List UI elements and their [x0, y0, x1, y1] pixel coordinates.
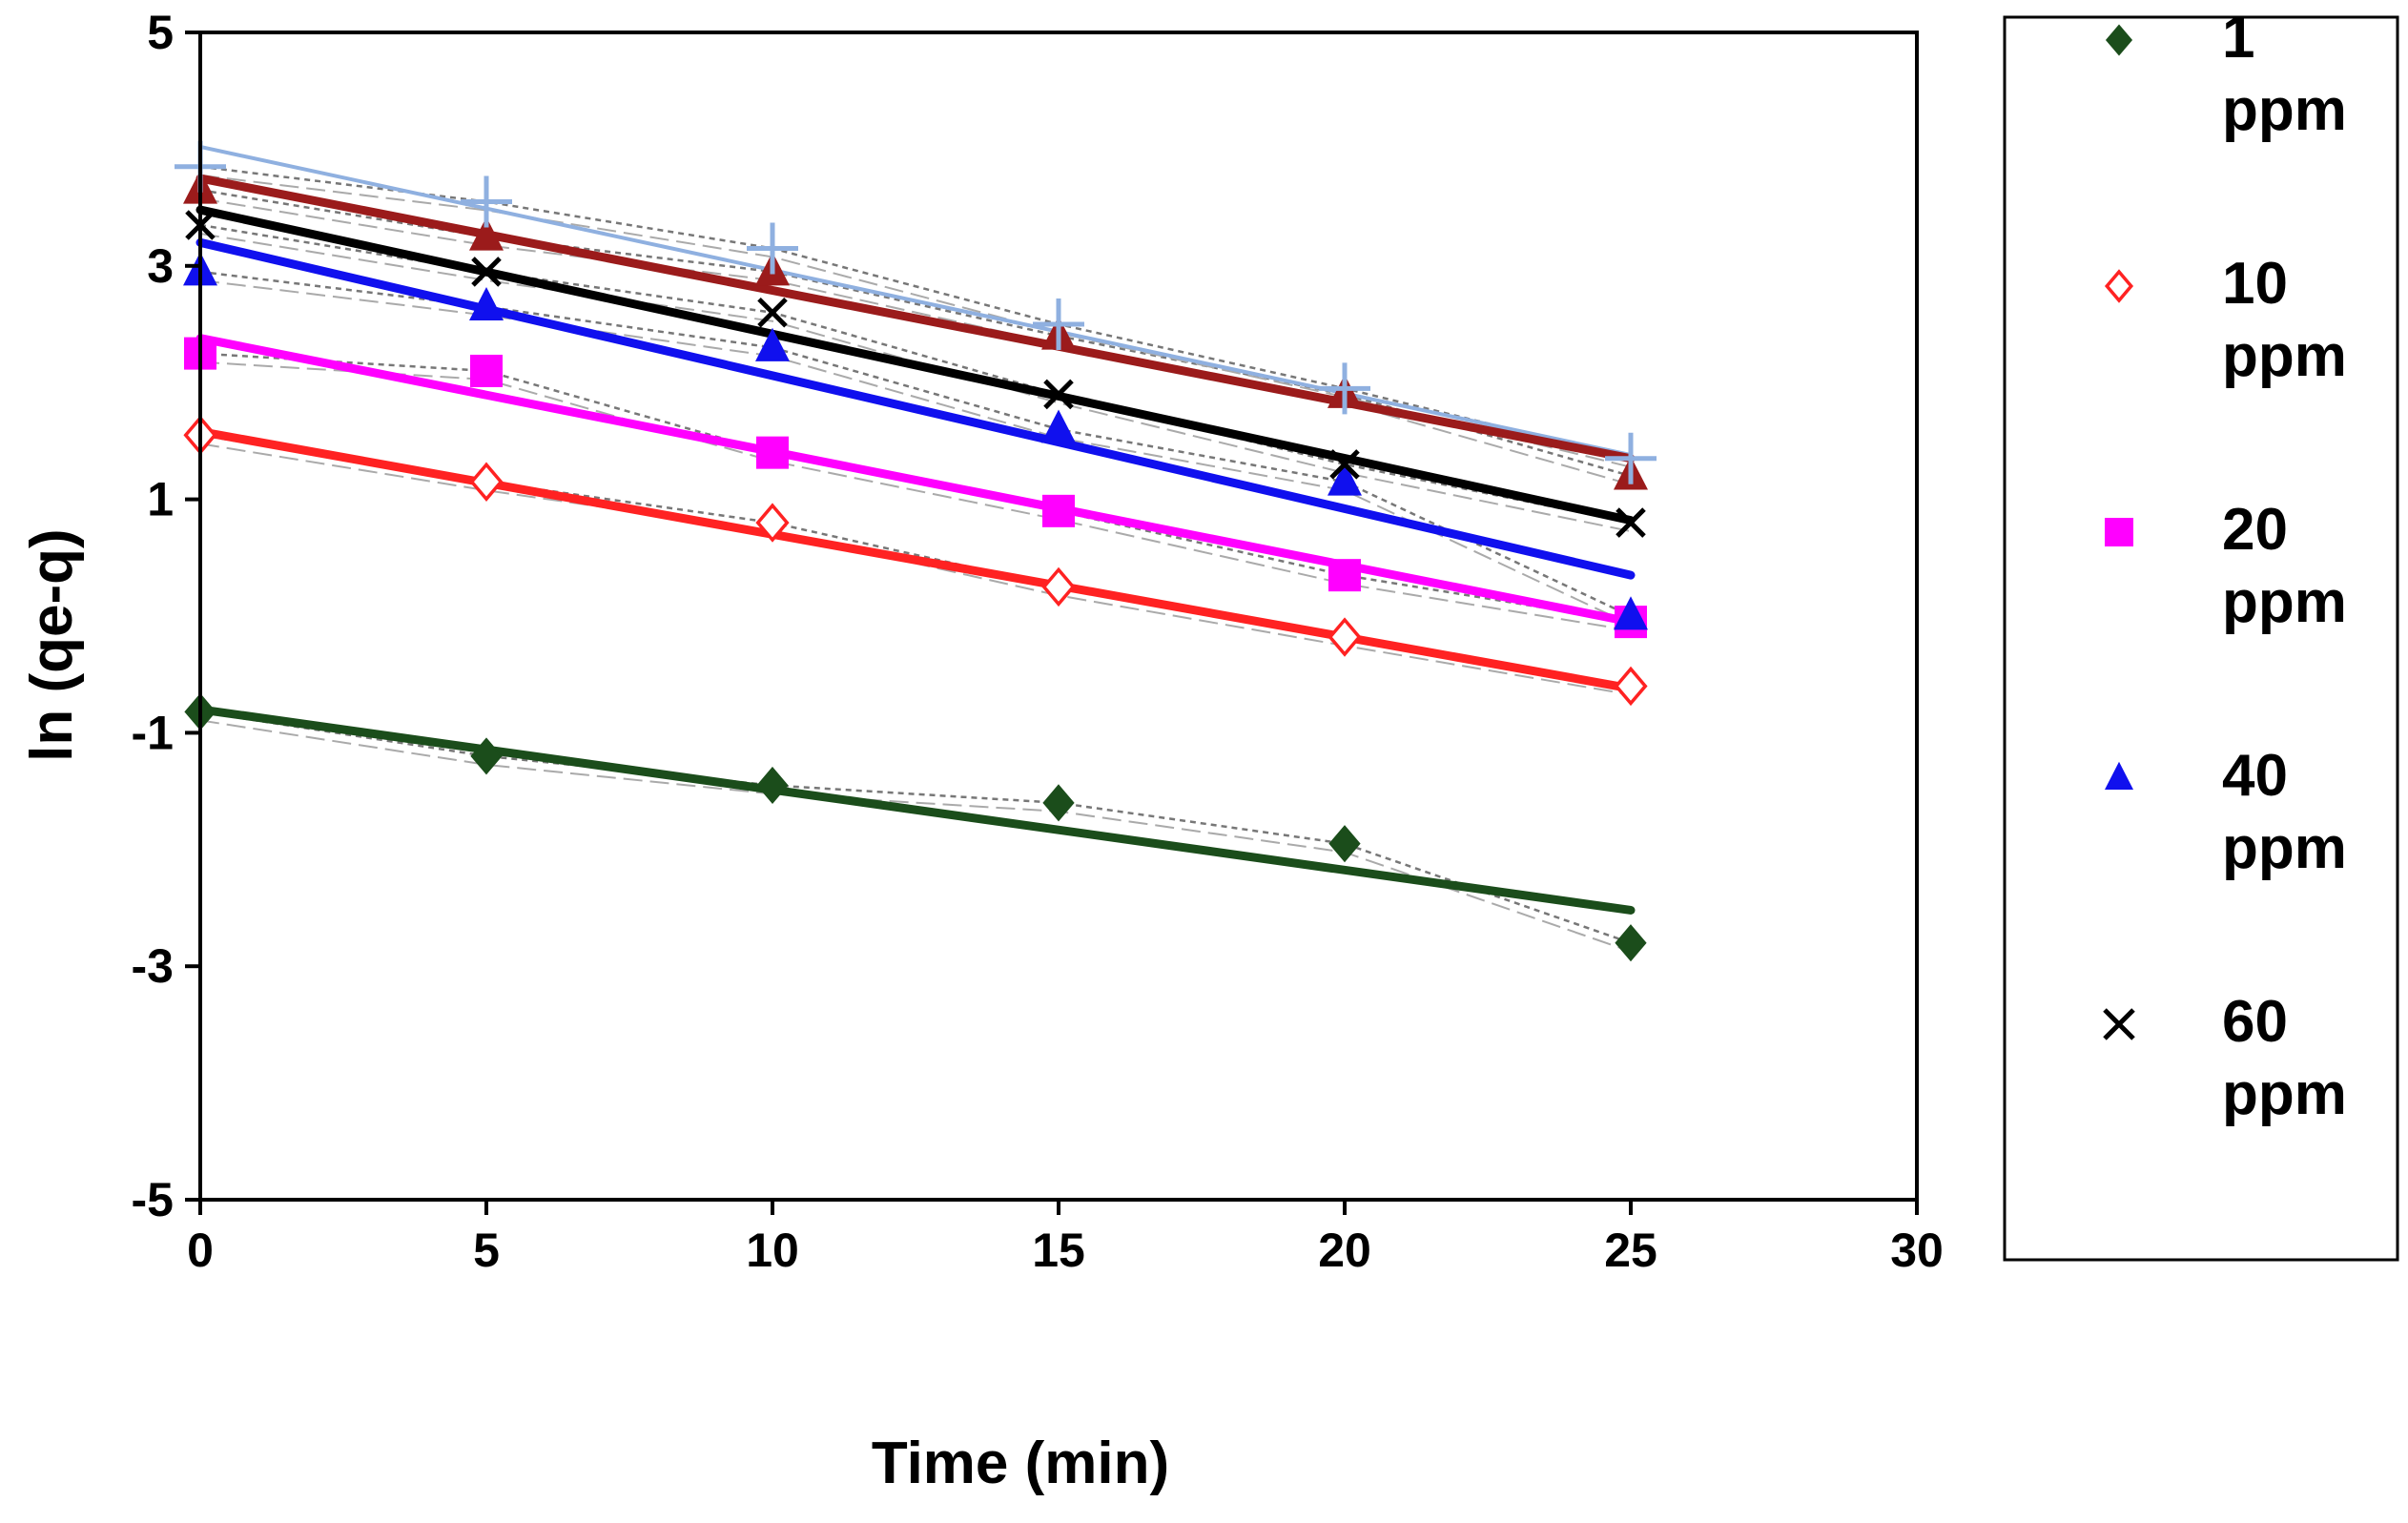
x-tick-label: 25	[1604, 1224, 1657, 1277]
legend-label-40-ppm: 40	[2222, 743, 2288, 809]
x-tick-label: 0	[187, 1224, 214, 1277]
data-point-80-ppm	[469, 216, 504, 251]
dashed-connector-alt-80-ppm	[199, 197, 1632, 486]
legend-marker-10-ppm	[2104, 269, 2134, 303]
y-tick-label: 1	[147, 473, 174, 526]
data-point-40-ppm	[1614, 596, 1648, 630]
legend-label-1-ppm: ppm	[2222, 77, 2347, 143]
data-point-100-ppm	[1033, 298, 1084, 350]
data-point-20-ppm	[1328, 559, 1361, 592]
data-point-60-ppm	[471, 257, 502, 287]
data-point-1-ppm	[756, 766, 789, 805]
data-point-100-ppm	[461, 175, 512, 228]
legend-marker-60-ppm	[2103, 1008, 2135, 1040]
trendline-60-ppm	[196, 205, 1636, 525]
data-point-40-ppm	[1327, 462, 1362, 496]
legend-label-10-ppm: ppm	[2222, 323, 2347, 389]
data-point-100-ppm	[1319, 362, 1370, 415]
data-point-10-ppm	[1614, 666, 1648, 707]
data-point-1-ppm	[470, 737, 503, 775]
legend-label-20-ppm: 20	[2222, 497, 2288, 563]
trendline-10-ppm	[196, 427, 1636, 693]
y-tick-label: -3	[132, 939, 174, 993]
legend-marker-1-ppm	[2105, 24, 2133, 56]
trendline-100-ppm	[198, 144, 1633, 458]
data-point-10-ppm	[469, 462, 504, 502]
data-point-60-ppm	[757, 297, 788, 328]
trendlines	[196, 144, 1636, 915]
y-tick-label: -1	[132, 706, 174, 759]
legend-label-60-ppm: ppm	[2222, 1061, 2347, 1127]
data-point-60-ppm	[1043, 379, 1074, 410]
legend-label-20-ppm: ppm	[2222, 569, 2347, 635]
x-tick-label: 5	[473, 1224, 500, 1277]
y-tick-label: 3	[147, 239, 174, 293]
data-point-60-ppm	[1616, 507, 1646, 538]
data-point-40-ppm	[755, 327, 790, 361]
trendline-1-ppm	[196, 705, 1636, 915]
data-point-20-ppm	[756, 436, 789, 469]
x-tick-label: 10	[746, 1224, 799, 1277]
data-point-1-ppm	[1328, 825, 1361, 863]
data-point-100-ppm	[747, 222, 798, 275]
dashed-connector-100-ppm	[199, 165, 1632, 460]
legend-label-60-ppm: 60	[2222, 989, 2288, 1055]
dashed-connector-alt-40-ppm	[199, 278, 1632, 626]
data-point-10-ppm	[1041, 566, 1076, 607]
trendline-80-ppm	[196, 174, 1636, 463]
y-axis-title: ln (qe-q)	[19, 528, 85, 762]
x-tick-label: 20	[1318, 1224, 1371, 1277]
trendline-40-ppm	[196, 237, 1636, 580]
x-axis-title: Time (min)	[872, 1430, 1169, 1496]
y-tick-label: 5	[147, 6, 174, 59]
data-point-10-ppm	[1327, 617, 1362, 657]
axes: 0 5 10 15 20 25 30 5 3 1 -1 -3 -5	[132, 6, 1944, 1277]
dashed-connector-alt-20-ppm	[199, 360, 1632, 632]
data-points	[175, 140, 1657, 962]
dashed-connector-40-ppm	[199, 270, 1632, 618]
data-point-20-ppm	[470, 354, 503, 387]
data-point-100-ppm	[1605, 432, 1657, 484]
dashed-connector-1-ppm	[199, 710, 1632, 944]
data-point-10-ppm	[755, 503, 790, 543]
legend-label-40-ppm: ppm	[2222, 815, 2347, 881]
y-tick-label: -5	[132, 1173, 174, 1226]
x-tick-label: 30	[1890, 1224, 1944, 1277]
data-point-1-ppm	[1042, 784, 1075, 822]
dashed-connector-20-ppm	[199, 352, 1632, 624]
data-point-40-ppm	[1041, 409, 1076, 443]
legend-marker-40-ppm	[2105, 761, 2133, 790]
legend-box	[2003, 15, 2399, 1262]
data-point-20-ppm	[1042, 494, 1075, 527]
plot-area-frame	[198, 31, 1919, 1202]
trendline-20-ppm	[196, 334, 1636, 627]
legend-label-10-ppm: 10	[2222, 251, 2288, 317]
legend-marker-20-ppm	[2105, 518, 2133, 546]
data-point-40-ppm	[469, 286, 504, 321]
dashed-connector-alt-1-ppm	[199, 719, 1632, 953]
data-point-1-ppm	[1615, 924, 1647, 962]
x-tick-label: 15	[1032, 1224, 1085, 1277]
data-point-60-ppm	[1329, 449, 1360, 480]
legend-label-1-ppm: 1	[2222, 5, 2254, 71]
